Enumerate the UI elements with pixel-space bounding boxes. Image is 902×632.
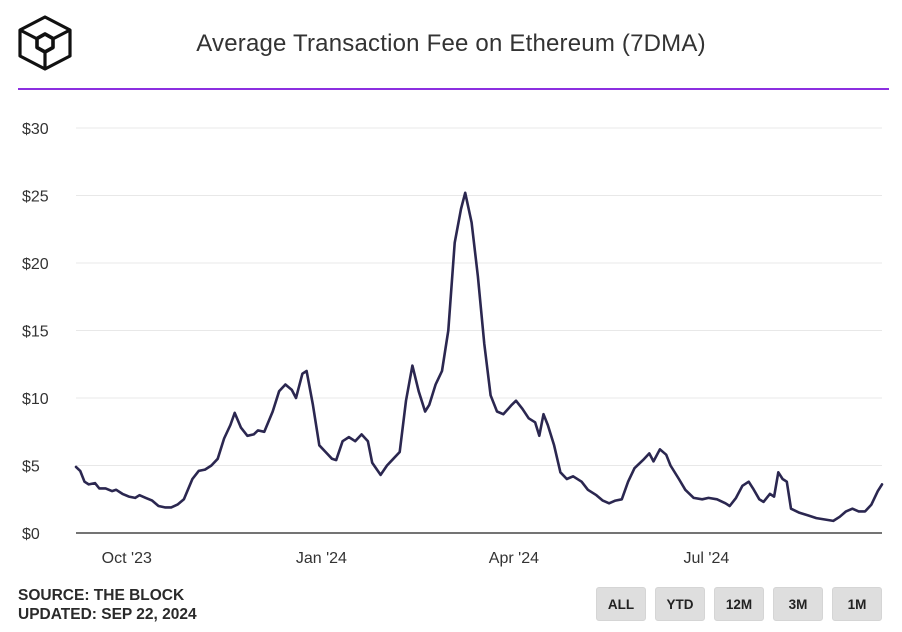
grid-layer bbox=[76, 127, 882, 466]
y-axis-tick-labels: $0 $5 $10 $15 $20 $25 $30 bbox=[22, 121, 49, 543]
y-tick-label: $5 bbox=[22, 459, 40, 476]
the-block-logo-icon bbox=[18, 15, 72, 71]
range-button-12m[interactable]: 12M bbox=[714, 587, 764, 621]
x-tick-label: Apr '24 bbox=[489, 550, 539, 567]
range-button-ytd[interactable]: YTD bbox=[655, 587, 705, 621]
y-tick-label: $0 bbox=[22, 526, 40, 543]
x-tick-label: Jul '24 bbox=[684, 550, 730, 567]
y-tick-label: $15 bbox=[22, 324, 49, 341]
x-tick-label: Jan '24 bbox=[296, 550, 347, 567]
x-tick-label: Oct '23 bbox=[102, 550, 152, 567]
range-button-1m[interactable]: 1M bbox=[832, 587, 882, 621]
range-selector: ALL YTD 12M 3M 1M bbox=[596, 587, 882, 621]
y-tick-label: $10 bbox=[22, 391, 49, 408]
range-button-all[interactable]: ALL bbox=[596, 587, 646, 621]
range-button-3m[interactable]: 3M bbox=[773, 587, 823, 621]
fee-line-chart[interactable]: $0 $5 $10 $15 $20 $25 $30 Oct '23 Jan '24 Apr '2… bbox=[0, 92, 902, 582]
y-tick-label: $25 bbox=[22, 189, 49, 206]
x-axis-tick-labels: Oct '23 Jan '24 Apr '24 Jul '24 bbox=[102, 550, 730, 567]
source-block: SOURCE: THE BLOCK UPDATED: SEP 22, 2024 bbox=[18, 586, 197, 624]
chart-title: Average Transaction Fee on Ethereum (7DM… bbox=[196, 30, 706, 57]
updated-label: UPDATED: SEP 22, 2024 bbox=[18, 606, 197, 623]
y-tick-label: $20 bbox=[22, 256, 49, 273]
y-tick-label: $30 bbox=[22, 121, 49, 138]
title-divider bbox=[18, 88, 889, 90]
fee-series-line bbox=[74, 191, 884, 523]
source-label: SOURCE: THE BLOCK bbox=[18, 587, 185, 604]
